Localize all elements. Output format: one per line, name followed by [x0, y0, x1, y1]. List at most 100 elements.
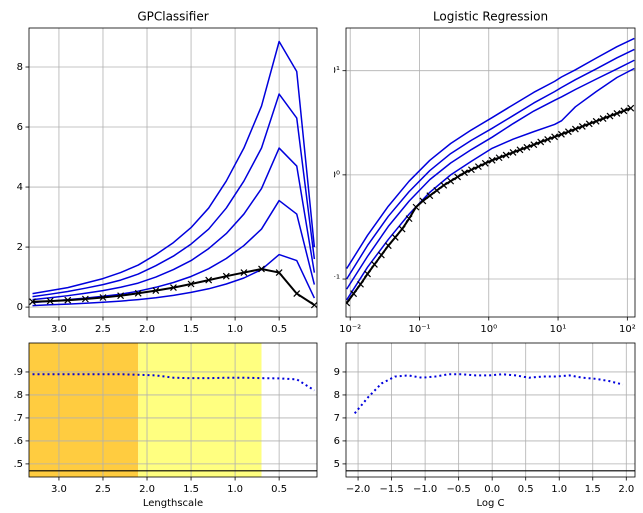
- marker: [357, 280, 364, 288]
- y-tick-label: .6: [13, 436, 23, 447]
- marker: [488, 156, 496, 164]
- marker: [495, 154, 503, 162]
- marker: [620, 107, 628, 115]
- axes: 3.0 2.5 2.0 1.5 1.0 0.5 0 2 4 6 8 GPClassifier: [17, 10, 318, 335]
- series-line: [32, 253, 316, 307]
- plot-area: [346, 343, 635, 477]
- marker: [530, 141, 538, 149]
- marker: [346, 299, 351, 307]
- y-tick-label: 10¹: [323, 66, 340, 77]
- x-tick-label: 1.5: [183, 484, 199, 495]
- y-tick-label: 6: [17, 122, 23, 133]
- marker: [29, 298, 36, 306]
- marker: [606, 112, 614, 120]
- marker: [585, 120, 593, 128]
- x-tick-label: 1.0: [227, 484, 243, 495]
- marker: [544, 135, 552, 143]
- x-tick-label: 1.0: [227, 324, 243, 335]
- x-axis-label: Lengthscale: [143, 498, 203, 509]
- marker: [440, 181, 448, 189]
- marker: [564, 128, 572, 136]
- marker: [46, 297, 54, 305]
- span: [138, 343, 262, 477]
- marker: [364, 270, 371, 278]
- x-tick-label: −2.0: [346, 484, 370, 495]
- marker: [371, 261, 378, 268]
- y-tick-label: 0: [17, 302, 23, 313]
- series-line: [32, 147, 316, 301]
- y-tick-label: 4: [17, 182, 23, 193]
- y-tick-label: .8: [13, 390, 23, 401]
- x-tick-label: 2.0: [139, 324, 155, 335]
- y-tick-label: 0.7: [324, 413, 340, 424]
- x-tick-label: 3.0: [51, 324, 67, 335]
- marker: [391, 233, 399, 241]
- series-line: [32, 373, 315, 392]
- chart-title: Logistic Regression: [433, 10, 548, 24]
- marker: [117, 292, 125, 300]
- marker: [134, 289, 142, 297]
- x-tick-label: 10⁻²: [339, 324, 361, 335]
- y-tick-label: 10⁰: [323, 170, 340, 181]
- series-line: [346, 59, 635, 290]
- y-tick-label: 0.5: [324, 459, 340, 470]
- marker: [599, 115, 607, 123]
- x-tick-label: 0.0: [484, 484, 500, 495]
- marker: [222, 272, 230, 280]
- axes-frame: [345, 342, 636, 478]
- marker: [384, 242, 392, 250]
- x-tick-label: 10⁰: [480, 324, 497, 335]
- x-tick-label: 3.0: [51, 484, 67, 495]
- x-tick-label: 10¹: [550, 324, 567, 335]
- y-tick-label: 0.8: [324, 390, 340, 401]
- marker: [205, 276, 213, 284]
- marker: [558, 130, 565, 138]
- series-line: [32, 40, 316, 295]
- marker: [310, 301, 317, 309]
- x-tick-label: 2.0: [618, 484, 634, 495]
- x-tick-label: 0.5: [518, 484, 534, 495]
- x-tick-label: 10²: [619, 324, 636, 335]
- axes: 10⁻¹ 10⁰ 10¹ 10⁻² 10⁻¹ 10⁰ 10¹ 10² Logistic Regr…: [318, 10, 636, 336]
- x-tick-label: −1.5: [379, 484, 403, 495]
- marker: [293, 290, 301, 298]
- marker: [405, 215, 413, 223]
- marker: [509, 149, 517, 156]
- x-tick-label: 0.5: [271, 484, 287, 495]
- x-tick-label: 2.0: [139, 484, 155, 495]
- marker: [571, 125, 579, 133]
- plot-area: [29, 28, 317, 317]
- x-tick-label: 1.5: [585, 484, 601, 495]
- span: [29, 343, 139, 477]
- plot-area: [346, 28, 635, 317]
- x-tick-label: 1.5: [183, 324, 199, 335]
- x-tick-label: 10⁻¹: [408, 324, 430, 335]
- marker: [447, 177, 455, 185]
- marker: [64, 296, 72, 304]
- marker: [502, 151, 510, 159]
- x-tick-label: 2.5: [95, 484, 111, 495]
- plot-area: [29, 343, 317, 477]
- marker: [467, 166, 475, 174]
- marker: [461, 169, 468, 177]
- x-axis-label: Log C: [476, 498, 504, 509]
- marker: [99, 294, 107, 301]
- marker: [412, 203, 420, 211]
- marker: [523, 143, 531, 151]
- y-tick-label: 10⁻¹: [318, 274, 340, 285]
- marker: [613, 109, 621, 117]
- axes-frame: [28, 342, 318, 478]
- marker: [474, 163, 482, 171]
- marker: [551, 133, 559, 141]
- y-tick-label: 2: [17, 242, 23, 253]
- marker: [187, 280, 195, 288]
- marker: [627, 104, 635, 112]
- x-tick-label: 1.0: [551, 484, 567, 495]
- x-tick-label: 2.5: [95, 324, 111, 335]
- series-line: [346, 48, 635, 280]
- series-line: [32, 93, 316, 298]
- x-tick-label: −1.0: [413, 484, 437, 495]
- chart-title: GPClassifier: [137, 10, 208, 24]
- series-line: [346, 67, 635, 301]
- x-tick-label: −0.5: [447, 484, 471, 495]
